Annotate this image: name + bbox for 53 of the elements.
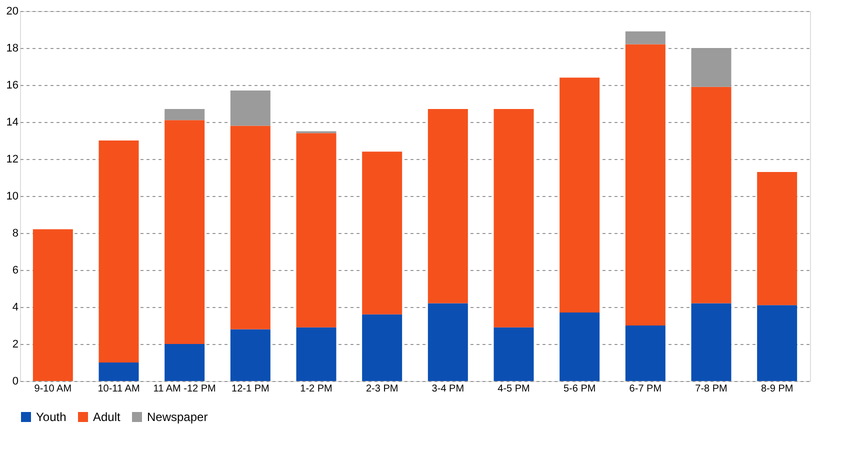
bar <box>362 152 402 314</box>
y-tick-label: 14 <box>6 116 18 128</box>
y-tick-label: 6 <box>12 264 18 276</box>
x-tick-label: 2-3 PM <box>366 384 398 394</box>
bar <box>560 78 600 313</box>
x-tick-label: 4-5 PM <box>498 384 530 394</box>
bar <box>296 133 336 328</box>
bar <box>230 126 270 330</box>
y-tick-label: 8 <box>12 228 18 240</box>
x-tick-label: 5-6 PM <box>563 384 596 394</box>
bar <box>625 31 666 44</box>
bar <box>625 44 666 326</box>
bar <box>230 90 270 126</box>
bar <box>98 362 139 381</box>
bar <box>757 172 798 306</box>
bar <box>230 329 270 381</box>
bar <box>691 86 732 304</box>
bar <box>32 229 73 381</box>
y-tick-label: 20 <box>6 6 18 18</box>
x-tick-label: 6-7 PM <box>629 384 662 394</box>
x-tick-label: 1-2 PM <box>300 384 332 394</box>
legend-label: Newspaper <box>147 410 208 424</box>
bar <box>164 120 205 344</box>
bar <box>625 326 666 381</box>
legend-label: Adult <box>93 410 122 424</box>
y-tick-label: 16 <box>6 80 18 92</box>
bar <box>691 48 732 87</box>
x-tick-label: 8-9 PM <box>760 384 794 394</box>
x-tick-label: 11 AM -12 PM <box>153 384 216 394</box>
bar <box>98 140 139 362</box>
bar <box>164 344 205 381</box>
bar <box>757 305 798 381</box>
bar <box>691 303 732 381</box>
bar <box>428 109 468 304</box>
y-tick-label: 2 <box>12 338 18 350</box>
y-tick-label: 0 <box>12 376 18 388</box>
bar <box>296 327 336 381</box>
x-tick-label: 7-8 PM <box>695 384 728 394</box>
y-tick-label: 10 <box>6 190 18 202</box>
legend-label: Youth <box>36 410 66 424</box>
y-tick-label: 18 <box>6 42 18 54</box>
y-tick-label: 12 <box>6 154 18 166</box>
bar <box>362 314 402 381</box>
bar <box>428 303 468 381</box>
bar <box>560 312 600 381</box>
y-tick-label: 4 <box>12 302 18 314</box>
bar <box>494 109 534 328</box>
x-tick-label: 10-11 AM <box>98 384 140 394</box>
bar <box>494 327 534 381</box>
x-tick-label: 9-10 AM <box>34 384 72 394</box>
bar <box>164 109 205 120</box>
x-tick-label: 12-1 PM <box>232 384 270 394</box>
x-tick-label: 3-4 PM <box>432 384 464 394</box>
